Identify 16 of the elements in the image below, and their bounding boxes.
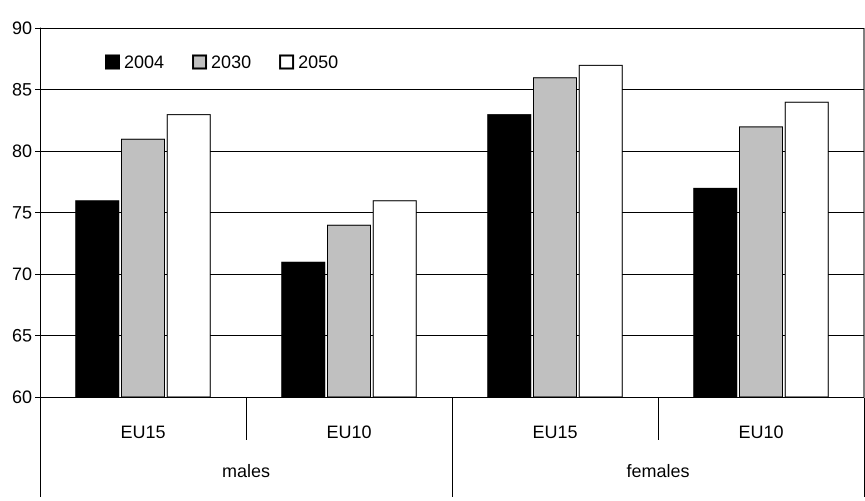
y-tick-label: 80 [12,141,32,161]
x-tick-label: EU15 [120,422,166,442]
y-tick-label: 75 [12,202,32,222]
x-tick-label: EU15 [532,422,578,442]
y-tick-label: 65 [12,326,32,346]
y-tick-label: 90 [12,18,32,38]
y-tick-label: 60 [12,387,32,407]
x-tick-label: EU10 [326,422,372,442]
legend-label: 2050 [298,52,338,72]
legend-label: 2030 [211,52,252,72]
y-tick-label: 85 [12,80,32,100]
legend-label: 2004 [124,52,164,72]
y-tick-label: 70 [12,264,32,284]
x-tick-label: EU10 [738,422,784,442]
text: males [222,461,270,481]
text: females [626,461,690,481]
